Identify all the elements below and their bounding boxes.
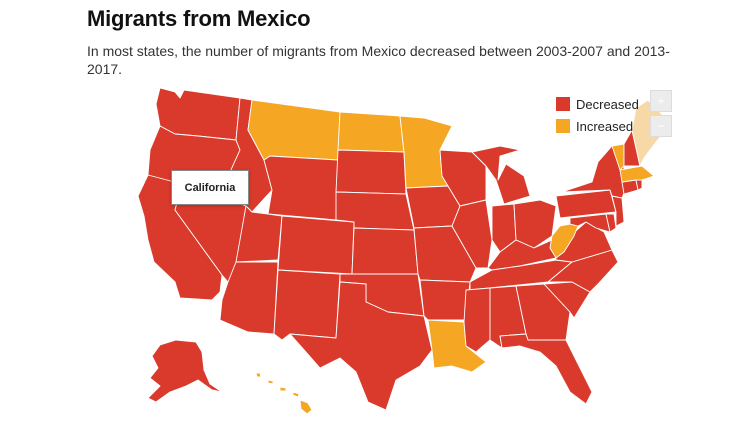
state-new-mexico[interactable] <box>273 269 341 341</box>
state-texas[interactable] <box>289 281 433 411</box>
state-delaware[interactable] <box>605 213 617 233</box>
legend-label-increased: Increased <box>576 118 634 134</box>
state-florida[interactable] <box>499 333 593 405</box>
state-hawaii[interactable] <box>255 372 313 415</box>
state-mississippi[interactable] <box>463 287 491 353</box>
legend-item-decreased: Decreased <box>556 94 639 114</box>
state-arkansas[interactable] <box>419 279 471 321</box>
state-west-virginia[interactable] <box>549 223 579 259</box>
map-legend: Decreased Increased <box>556 94 639 138</box>
state-colorado[interactable] <box>277 215 355 275</box>
legend-swatch-increased <box>556 119 570 133</box>
zoom-out-button[interactable]: − <box>650 115 672 137</box>
state-alaska[interactable] <box>147 339 223 403</box>
legend-item-increased: Increased <box>556 116 639 136</box>
legend-swatch-decreased <box>556 97 570 111</box>
state-tooltip: California <box>171 170 249 205</box>
state-north-dakota[interactable] <box>337 111 405 153</box>
map-subtitle: In most states, the number of migrants f… <box>87 43 670 77</box>
state-michigan[interactable] <box>471 145 531 205</box>
state-massachusetts[interactable] <box>619 165 655 183</box>
tooltip-state-name: California <box>184 181 236 194</box>
state-montana[interactable] <box>247 99 341 161</box>
legend-label-decreased: Decreased <box>576 96 639 112</box>
state-wyoming[interactable] <box>263 155 339 221</box>
state-kansas[interactable] <box>351 227 419 275</box>
zoom-in-button[interactable]: + <box>650 90 672 112</box>
us-choropleth-map[interactable] <box>0 80 736 437</box>
state-south-dakota[interactable] <box>335 149 407 195</box>
map-title: Migrants from Mexico <box>87 6 311 31</box>
state-utah[interactable] <box>235 205 283 263</box>
